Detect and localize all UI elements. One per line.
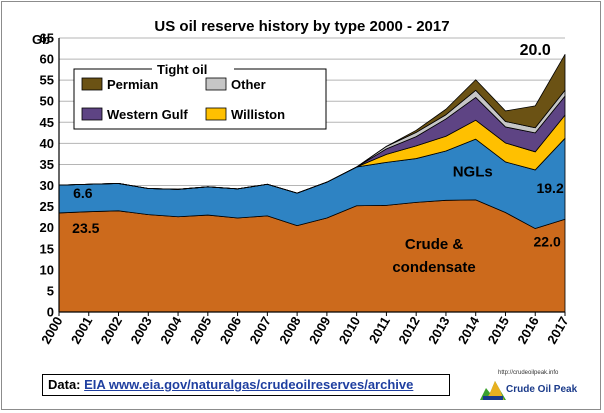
y-tick-label: 55: [40, 73, 54, 88]
y-tick-label: 60: [40, 52, 54, 67]
legend-label-permian: Permian: [107, 77, 158, 92]
x-tick-label: 2002: [98, 314, 125, 347]
annotation-label: Crude &: [405, 236, 464, 253]
y-tick-label: 65: [40, 31, 54, 46]
x-tick-labels: 2000 2001 2002 2003 2004 2005 2006 2007 2008 2009…: [38, 313, 571, 346]
legend-label-western_gulf: Western Gulf: [107, 107, 188, 122]
logo-name: Crude Oil Peak: [506, 384, 578, 395]
annotation-label: 19.2: [536, 180, 563, 196]
x-tick-label: 2005: [187, 314, 214, 347]
oil-peak-logo-icon: [480, 381, 506, 400]
logo-url: http://crudeoilpeak.info: [498, 370, 559, 376]
y-tick-label: 20: [40, 220, 54, 235]
legend-label-williston: Williston: [231, 107, 285, 122]
y-tick-label: 5: [47, 283, 54, 298]
x-tick-label: 2016: [514, 314, 541, 347]
data-source-link[interactable]: EIA www.eia.gov/naturalgas/crudeoilreser…: [84, 377, 414, 392]
y-tick-label: 45: [40, 115, 54, 130]
y-axis-unit: Gb: [32, 32, 50, 47]
legend-title: Tight oil: [157, 62, 207, 77]
y-tick-label: 25: [40, 199, 54, 214]
y-tick-label: 10: [40, 262, 54, 277]
x-tick-label: 2017: [544, 314, 571, 347]
x-tick-label: 2004: [157, 313, 185, 346]
annotation-label: 6.6: [73, 185, 93, 201]
annotations: 6.6 23.5 NGLs 19.2 Crude & condensate 22.0 20.0: [72, 42, 564, 276]
x-tick-label: 2013: [425, 314, 452, 347]
x-tick-label: 2006: [217, 314, 244, 347]
x-tick-label: 2008: [276, 314, 303, 347]
annotation-label: 22.0: [534, 234, 561, 250]
y-tick-label: 15: [40, 241, 54, 256]
stacked-areas: [58, 54, 566, 313]
x-tick-label: 2007: [246, 314, 273, 347]
y-tick-label: 40: [40, 136, 54, 151]
legend-swatch-permian: [81, 77, 103, 91]
y-tick-label: 50: [40, 94, 54, 109]
y-tick-label: 0: [47, 305, 54, 320]
y-tick-labels: 0 5 10 15 20 25 30 35 40 45 50 55 60 65: [40, 31, 54, 320]
legend-swatch-williston: [205, 107, 227, 121]
x-tick-label: 2011: [366, 314, 393, 346]
x-tick-label: 2015: [485, 314, 512, 347]
legend-swatch-western_gulf: [81, 107, 103, 121]
legend-label-other: Other: [231, 77, 266, 92]
legend-box: [73, 68, 327, 130]
annotation-label: 23.5: [72, 220, 99, 236]
data-source-box: Data: EIA www.eia.gov/naturalgas/crudeoi…: [42, 374, 450, 396]
crude-oil-peak-logo: http://crudeoilpeak.info Crude Oil Peak: [480, 370, 596, 406]
annotation-label: 20.0: [520, 42, 551, 59]
data-source-prefix: Data:: [48, 377, 85, 392]
x-tick-label: 2001: [68, 314, 95, 347]
x-tick-label: 2012: [395, 314, 422, 347]
annotation-label: condensate: [392, 259, 475, 276]
x-tick-label: 2000: [38, 314, 65, 347]
axes: [58, 38, 566, 316]
x-tick-label: 2009: [306, 314, 333, 347]
y-tick-label: 35: [40, 157, 54, 172]
annotation-label: NGLs: [453, 163, 493, 180]
x-tick-label: 2010: [336, 314, 363, 347]
x-tick-label: 2014: [455, 313, 483, 346]
legend-title-bg: [152, 63, 234, 75]
chart-title: US oil reserve history by type 2000 - 20…: [154, 18, 449, 35]
legend-swatch-other: [205, 77, 227, 91]
series-area-permian: [58, 54, 566, 194]
y-tick-label: 30: [40, 178, 54, 193]
x-tick-label: 2003: [127, 314, 154, 347]
